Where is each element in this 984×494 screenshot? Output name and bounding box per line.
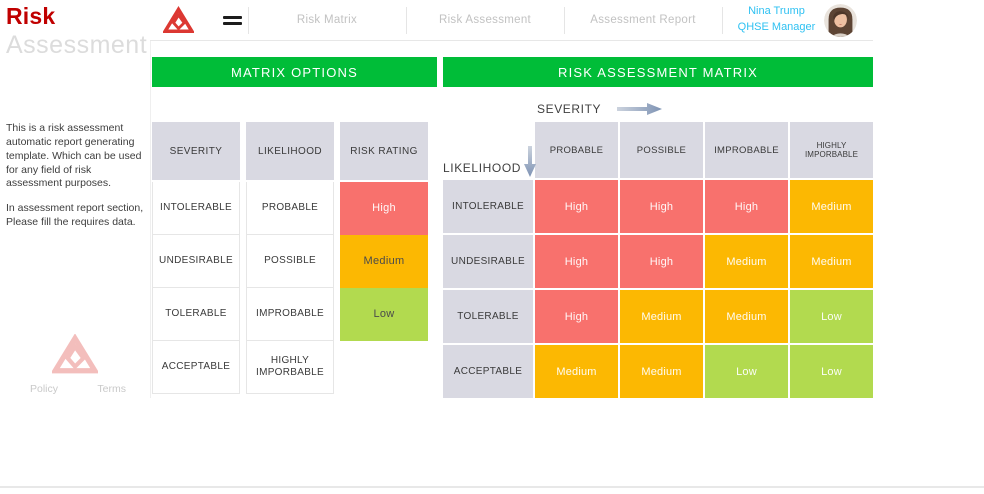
severity-option-cell[interactable]: ACCEPTABLE: [152, 341, 240, 394]
sidebar-paragraph: This is a risk assessment automatic repo…: [6, 122, 142, 190]
matrix-cell[interactable]: High: [620, 235, 703, 288]
app-title: Risk Assessment: [6, 3, 147, 60]
app-title-line2: Assessment: [6, 31, 148, 59]
sidebar-divider: [150, 41, 151, 398]
avatar[interactable]: [824, 3, 858, 37]
sidebar-footer: Policy Terms: [8, 333, 142, 395]
matrix-row-header: TOLERABLE: [443, 290, 533, 343]
severity-table-body: INTOLERABLE UNDESIRABLE TOLERABLE ACCEPTABL…: [152, 182, 240, 394]
menu-icon[interactable]: [223, 15, 242, 25]
severity-table-header: SEVERITY: [152, 122, 240, 180]
matrix-row-header: ACCEPTABLE: [443, 345, 533, 398]
matrix-column-header: IMPROBABLE: [705, 122, 788, 178]
matrix-row-header: INTOLERABLE: [443, 180, 533, 233]
severity-options-table: SEVERITY INTOLERABLE UNDESIRABLE TOLERABLE…: [152, 122, 240, 394]
bottom-scrollbar-track[interactable]: [0, 486, 984, 488]
nav-tab[interactable]: Risk Matrix: [248, 0, 406, 41]
severity-axis-label: SEVERITY: [537, 102, 602, 116]
matrix-cell[interactable]: Low: [790, 345, 873, 398]
matrix-row-header: UNDESIRABLE: [443, 235, 533, 288]
severity-option-cell[interactable]: INTOLERABLE: [152, 182, 240, 235]
nav-tab[interactable]: Assessment Report: [564, 0, 722, 41]
matrix-cell[interactable]: High: [705, 180, 788, 233]
user-info: Nina Trump QHSE Manager: [738, 4, 816, 36]
app-title-line1: Risk: [6, 3, 56, 29]
likelihood-option-cell[interactable]: HIGHLY IMPORBABLE: [246, 341, 334, 394]
matrix-cell[interactable]: Medium: [705, 290, 788, 343]
likelihood-table-body: PROBABLE POSSIBLE IMPROBABLE HIGHLY IMPORBA…: [246, 182, 334, 394]
matrix-cell[interactable]: Medium: [535, 345, 618, 398]
likelihood-options-table: LIKELIHOOD PROBABLE POSSIBLE IMPROBABLE HIG…: [246, 122, 334, 394]
matrix-options-tables: SEVERITY INTOLERABLE UNDESIRABLE TOLERABLE…: [152, 122, 428, 394]
risk-rating-option-cell[interactable]: High: [340, 182, 428, 235]
matrix-column-header: HIGHLY IMPORBABLE: [790, 122, 873, 178]
risk-rating-table-body: High Medium Low: [340, 182, 428, 341]
likelihood-axis: LIKELIHOOD: [443, 146, 537, 178]
matrix-cell[interactable]: Medium: [705, 235, 788, 288]
risk-rating-options-table: RISK RATING High Medium Low: [340, 122, 428, 394]
matrix-cell[interactable]: Low: [705, 345, 788, 398]
severity-axis: SEVERITY: [537, 102, 663, 116]
likelihood-option-cell[interactable]: PROBABLE: [246, 182, 334, 235]
risk-matrix-grid: PROBABLE POSSIBLE IMPROBABLE HIGHLY IMPORBA…: [443, 122, 873, 398]
matrix-cell[interactable]: Low: [790, 290, 873, 343]
sidebar-description: This is a risk assessment automatic repo…: [6, 122, 147, 241]
severity-option-cell[interactable]: TOLERABLE: [152, 288, 240, 341]
likelihood-option-cell[interactable]: IMPROBABLE: [246, 288, 334, 341]
user-name: Nina Trump: [748, 5, 805, 18]
matrix-cell[interactable]: High: [535, 235, 618, 288]
matrix-cell[interactable]: High: [620, 180, 703, 233]
matrix-cell[interactable]: Medium: [790, 180, 873, 233]
matrix-column-header: POSSIBLE: [620, 122, 703, 178]
nav-tabs: Risk Matrix Risk Assessment Assessment R…: [248, 0, 722, 41]
footer-link[interactable]: Terms: [97, 383, 126, 395]
user-profile[interactable]: Nina Trump QHSE Manager: [722, 0, 873, 41]
matrix-cell[interactable]: Medium: [620, 290, 703, 343]
matrix-options-header: MATRIX OPTIONS: [152, 57, 437, 87]
matrix-cell[interactable]: High: [535, 290, 618, 343]
matrix-cell[interactable]: Medium: [620, 345, 703, 398]
nav-tab-label: Risk Assessment: [438, 14, 532, 26]
top-navbar: Risk Matrix Risk Assessment Assessment R…: [150, 0, 873, 41]
footer-links: Policy Terms: [8, 383, 142, 395]
matrix-column-header: PROBABLE: [535, 122, 618, 178]
arrow-down-icon: [524, 146, 537, 177]
risk-matrix-header: RISK ASSESSMENT MATRIX: [443, 57, 873, 87]
sidebar-paragraph: In assessment report section, Please fil…: [6, 202, 144, 229]
arrow-right-icon: [617, 103, 663, 115]
risk-rating-option-cell[interactable]: Medium: [340, 235, 428, 288]
footer-logo-icon: [8, 333, 142, 379]
risk-rating-table-header: RISK RATING: [340, 122, 428, 180]
matrix-cell[interactable]: High: [535, 180, 618, 233]
brand-logo-icon: [163, 6, 194, 34]
likelihood-option-cell[interactable]: POSSIBLE: [246, 235, 334, 288]
likelihood-axis-label: LIKELIHOOD: [443, 161, 522, 175]
severity-option-cell[interactable]: UNDESIRABLE: [152, 235, 240, 288]
nav-tab[interactable]: Risk Assessment: [406, 0, 564, 41]
matrix-cell[interactable]: Medium: [790, 235, 873, 288]
nav-tab-label: Risk Matrix: [296, 14, 358, 26]
nav-tab-label: Assessment Report: [590, 14, 696, 26]
footer-link[interactable]: Policy: [30, 383, 59, 395]
risk-rating-option-cell[interactable]: Low: [340, 288, 428, 341]
likelihood-table-header: LIKELIHOOD: [246, 122, 334, 180]
user-role: QHSE Manager: [737, 21, 816, 33]
